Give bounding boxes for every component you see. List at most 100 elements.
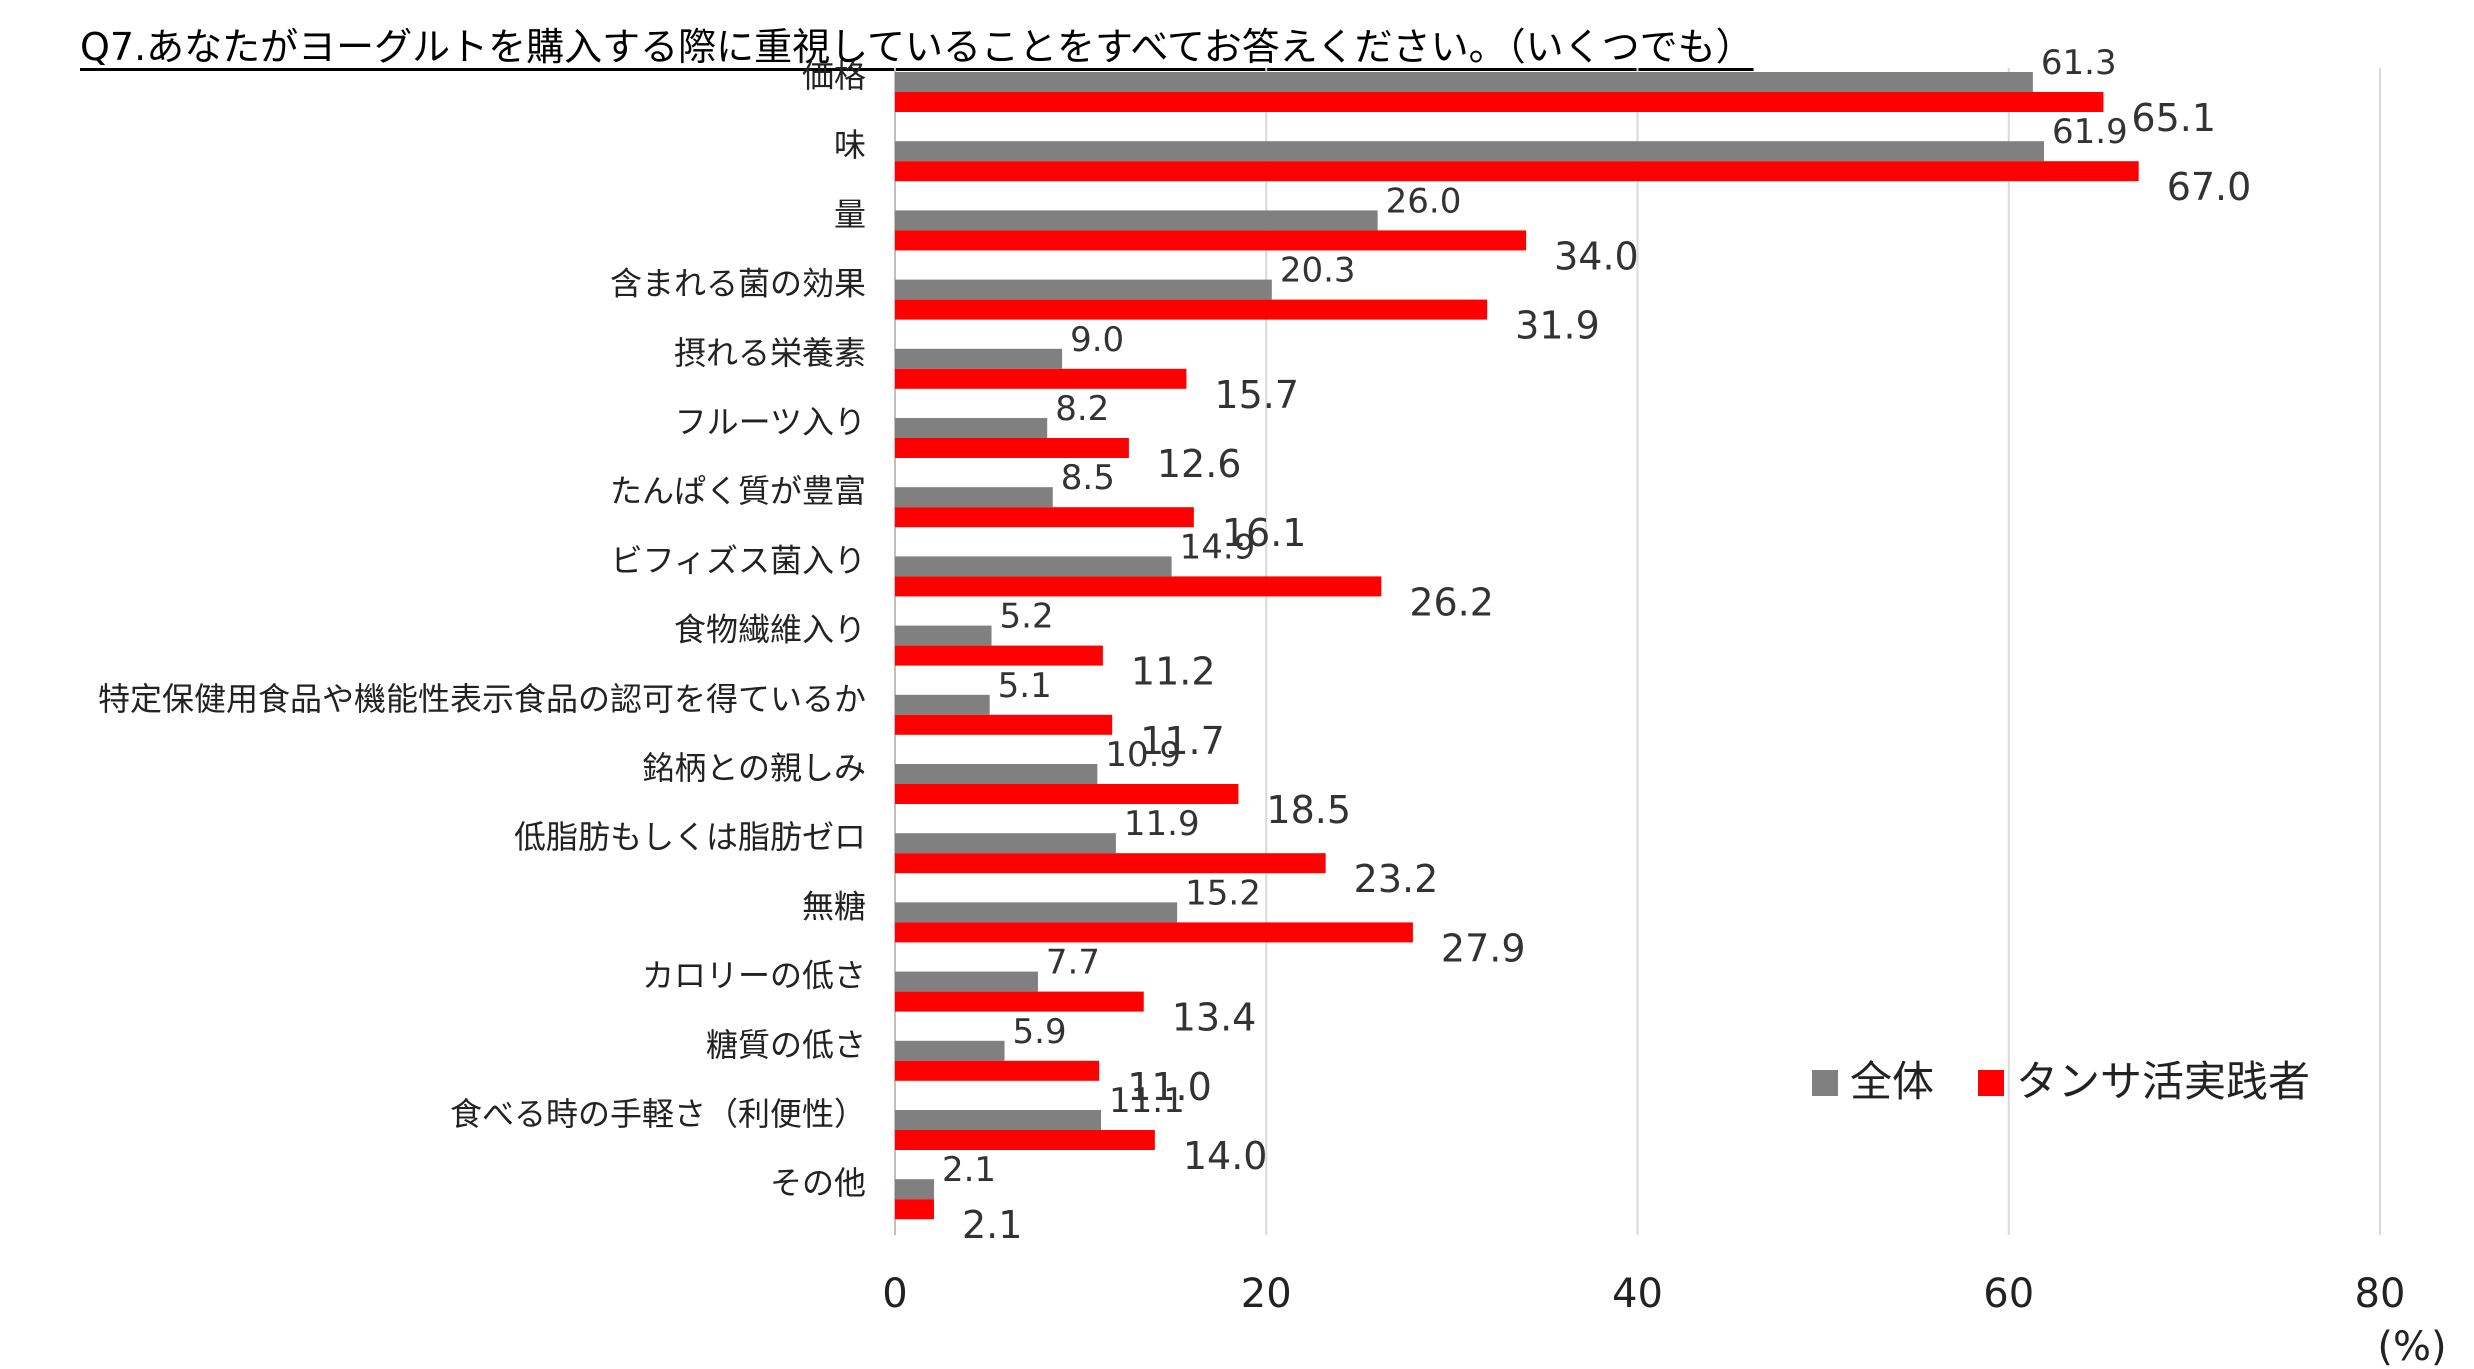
- value-label-tansa: 11.2: [1131, 650, 1216, 694]
- legend-label: タンサ活実践者: [2016, 1057, 2310, 1106]
- bar-all: [895, 1179, 934, 1200]
- bar-tansa: [895, 92, 2104, 112]
- value-label-all: 11.1: [1109, 1081, 1185, 1121]
- value-label-tansa: 65.1: [2131, 96, 2216, 140]
- legend-label: 全体: [1850, 1057, 1934, 1106]
- bar-all: [895, 694, 990, 715]
- value-label-all: 26.0: [1386, 181, 1462, 221]
- value-label-tansa: 13.4: [1172, 996, 1257, 1040]
- bar-all: [895, 279, 1272, 300]
- bar-all: [895, 902, 1178, 923]
- bar-all: [895, 418, 1048, 438]
- x-tick-label: 80: [2355, 1271, 2406, 1317]
- bar-tansa: [895, 714, 1113, 735]
- value-label-all: 8.5: [1061, 458, 1115, 498]
- bar-tansa: [895, 853, 1326, 874]
- value-label-all: 14.9: [1180, 527, 1256, 567]
- value-label-all: 15.2: [1185, 873, 1261, 913]
- x-tick-label: 40: [1612, 1271, 1663, 1317]
- category-label: カロリーの低さ: [642, 957, 866, 995]
- bar-all: [895, 625, 992, 646]
- category-label: 食べる時の手軽さ（利便性）: [450, 1095, 866, 1133]
- value-label-tansa: 14.0: [1183, 1134, 1268, 1178]
- category-label: 含まれる菌の効果: [610, 265, 866, 303]
- value-label-tansa: 23.2: [1354, 857, 1439, 901]
- value-label-all: 61.3: [2041, 43, 2117, 83]
- bar-all: [895, 348, 1063, 369]
- bar-tansa: [895, 1060, 1100, 1081]
- bar-tansa: [895, 230, 1527, 251]
- bar-tansa: [895, 1130, 1155, 1150]
- value-labels: 61.3 65.161.9 67.0 26.0 34.0 20.3 31.9 9.0 15.7 8…: [942, 43, 2251, 1247]
- bar-all: [895, 764, 1098, 784]
- value-label-tansa: 16.1: [1222, 511, 1307, 555]
- bar-tansa: [895, 368, 1187, 389]
- category-label: ビフィズス菌入り: [611, 541, 866, 579]
- legend-swatch: [1812, 1070, 1838, 1096]
- value-label-tansa: 15.7: [1214, 373, 1299, 417]
- value-label-tansa: 2.1: [962, 1203, 1022, 1247]
- bar-all: [895, 210, 1378, 231]
- value-label-all: 5.2: [1000, 597, 1054, 637]
- value-label-all: 7.7: [1046, 943, 1100, 983]
- bar-tansa: [895, 438, 1129, 458]
- value-label-tansa: 31.9: [1515, 304, 1600, 348]
- category-label: 摂れる栄養素: [674, 334, 866, 372]
- gridlines: [894, 68, 2381, 1235]
- legend: 全体 タンサ活実践者: [1812, 1057, 2310, 1106]
- bar-all: [895, 833, 1116, 854]
- value-label-tansa: 11.7: [1140, 719, 1225, 763]
- bar-tansa: [895, 507, 1194, 528]
- value-label-tansa: 27.9: [1441, 926, 1526, 970]
- legend-swatch: [1978, 1070, 2004, 1096]
- category-label: 量: [834, 195, 866, 233]
- bar-tansa: [895, 645, 1103, 666]
- bar-tansa: [895, 991, 1144, 1012]
- bar-all: [895, 487, 1053, 508]
- bar-all: [895, 1110, 1102, 1130]
- value-label-all: 5.9: [1013, 1012, 1067, 1052]
- value-label-tansa: 11.0: [1127, 1065, 1212, 1109]
- category-label: たんぱく質が豊富: [610, 472, 866, 510]
- bar-tansa: [895, 576, 1382, 597]
- value-label-all: 11.9: [1124, 804, 1200, 844]
- x-axis-ticks: 0 20 40 60 80: [882, 1271, 2405, 1317]
- x-tick-label: 60: [1983, 1271, 2034, 1317]
- chart-title: Q7.あなたがヨーグルトを購入する際に重視していることをすべてお答えください。（…: [80, 25, 1754, 69]
- value-label-all: 10.9: [1105, 735, 1181, 775]
- bar-all: [895, 141, 2045, 162]
- x-axis-unit-label: (%): [2377, 1324, 2446, 1369]
- category-label: 食物繊維入り: [674, 611, 866, 649]
- value-label-all: 5.1: [998, 666, 1052, 706]
- category-label: 特定保健用食品や機能性表示食品の認可を得ているか: [98, 680, 866, 718]
- category-label: 味: [834, 126, 866, 164]
- bar-all: [895, 556, 1172, 577]
- value-label-all: 2.1: [942, 1150, 996, 1190]
- bar-all: [895, 1040, 1005, 1061]
- category-label: 低脂肪もしくは脂肪ゼロ: [514, 818, 866, 856]
- x-tick-label: 0: [882, 1271, 907, 1317]
- value-label-all: 20.3: [1280, 251, 1356, 291]
- value-label-tansa: 34.0: [1554, 234, 1639, 278]
- bar-tansa: [895, 299, 1488, 320]
- category-label: フルーツ入り: [675, 403, 866, 441]
- category-label: 銘柄との親しみ: [642, 749, 866, 787]
- value-label-all: 61.9: [2052, 112, 2128, 152]
- value-label-tansa: 67.0: [2167, 165, 2252, 209]
- bar-tansa: [895, 161, 2139, 182]
- category-label: 価格: [802, 57, 866, 95]
- category-label: 無糖: [802, 887, 866, 925]
- bar-tansa: [895, 1199, 934, 1220]
- bars: [895, 72, 2139, 1220]
- category-label: 糖質の低さ: [706, 1026, 866, 1064]
- category-labels: 価格味量含まれる菌の効果摂れる栄養素フルーツ入りたんぱく質が豊富ビフィズス菌入り…: [98, 57, 866, 1202]
- x-tick-label: 20: [1241, 1271, 1292, 1317]
- value-label-tansa: 12.6: [1157, 442, 1242, 486]
- bar-tansa: [895, 922, 1413, 943]
- value-label-tansa: 18.5: [1266, 788, 1351, 832]
- value-label-all: 8.2: [1055, 389, 1109, 429]
- value-label-all: 9.0: [1070, 320, 1124, 360]
- bar-all: [895, 72, 2033, 92]
- category-label: その他: [770, 1164, 866, 1202]
